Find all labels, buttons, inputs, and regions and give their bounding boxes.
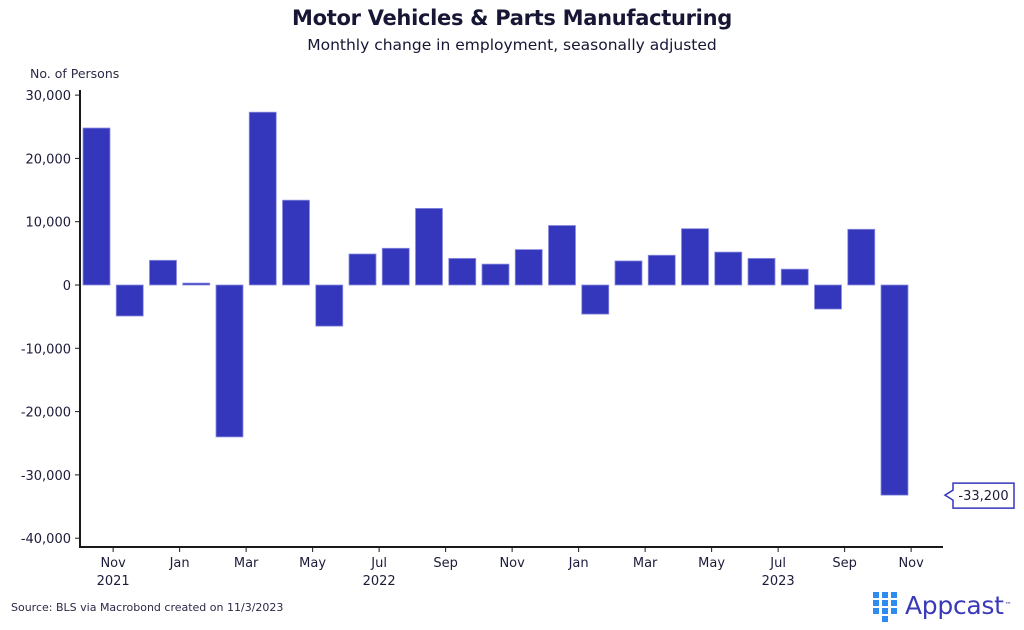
y-tick-label: -20,000 bbox=[21, 406, 71, 421]
callout-text: -33,200 bbox=[958, 489, 1008, 504]
chart-title: Motor Vehicles & Parts Manufacturing bbox=[292, 6, 732, 30]
x-tick-label: Nov bbox=[499, 556, 525, 571]
bar-aug-2023 bbox=[814, 284, 842, 310]
x-tick-label: Jul bbox=[769, 556, 786, 571]
bar-feb-2023 bbox=[614, 260, 643, 286]
bar-oct-2023 bbox=[880, 284, 909, 496]
bars-group bbox=[82, 111, 909, 496]
bar-nov-2022 bbox=[514, 249, 543, 286]
x-axis: Nov 2021 Jan Mar May Jul 2022 Sep Nov Jan Mar May Ju… bbox=[79, 546, 943, 589]
y-tick-label: 10,000 bbox=[26, 216, 72, 231]
bar-mar-2022 bbox=[248, 111, 277, 286]
callout-box bbox=[943, 482, 1015, 509]
bar-sep-2023 bbox=[847, 228, 876, 286]
bar-may-2023 bbox=[714, 251, 743, 286]
source-note: Source: BLS via Macrobond created on 11/… bbox=[11, 601, 284, 614]
x-year-label: 2022 bbox=[363, 574, 396, 589]
x-tick-label: Mar bbox=[234, 556, 259, 571]
bar-jun-2023 bbox=[747, 258, 776, 286]
value-callout: -33,200 bbox=[943, 482, 1015, 509]
x-tick-label: Sep bbox=[433, 556, 458, 571]
x-tick-label: May bbox=[299, 556, 326, 571]
y-tick-label: -10,000 bbox=[21, 342, 71, 357]
chart-subtitle: Monthly change in employment, seasonally… bbox=[307, 36, 717, 54]
appcast-logo: Appcast ™ bbox=[873, 590, 1012, 622]
bar-dec-2021 bbox=[149, 259, 177, 286]
trademark-symbol: ™ bbox=[1004, 601, 1012, 609]
bar-dec-2022 bbox=[548, 225, 576, 286]
bar-aug-2022 bbox=[415, 208, 443, 286]
bar-jan-2022 bbox=[182, 282, 211, 286]
y-axis-label: No. of Persons bbox=[30, 66, 120, 81]
y-tick-label: -30,000 bbox=[21, 469, 71, 484]
bar-feb-2022 bbox=[215, 284, 244, 438]
bar-jul-2023 bbox=[780, 268, 809, 286]
bar-nov-2021 bbox=[115, 284, 144, 317]
y-tick-label: 20,000 bbox=[26, 152, 72, 167]
logo-text: Appcast bbox=[905, 590, 1004, 620]
x-tick-label: Nov bbox=[100, 556, 126, 571]
bar-oct-2021 bbox=[82, 127, 111, 286]
bar-oct-2022 bbox=[481, 263, 510, 286]
x-tick-label: Nov bbox=[898, 556, 924, 571]
logo-grid-icon bbox=[873, 590, 901, 622]
x-year-label: 2023 bbox=[762, 574, 795, 589]
x-tick-label: May bbox=[698, 556, 725, 571]
bar-jan-2023 bbox=[581, 284, 610, 315]
y-tick-label: 0 bbox=[63, 279, 71, 294]
y-tick-label: 30,000 bbox=[26, 89, 72, 104]
x-tick-label: Jul bbox=[370, 556, 387, 571]
bar-apr-2022 bbox=[282, 199, 310, 286]
x-year-label: 2021 bbox=[97, 574, 130, 589]
bar-may-2022 bbox=[315, 284, 344, 327]
y-axis: 30,000 20,000 10,000 0 -10,000 -20,000 -30,000… bbox=[21, 89, 81, 547]
y-tick-label: -40,000 bbox=[21, 532, 71, 547]
x-tick-label: Jan bbox=[169, 556, 190, 571]
x-tick-label: Jan bbox=[568, 556, 589, 571]
bar-jun-2022 bbox=[348, 253, 377, 286]
x-tick-label: Mar bbox=[633, 556, 658, 571]
bar-sep-2022 bbox=[448, 258, 477, 286]
bar-jul-2022 bbox=[381, 247, 410, 286]
bar-mar-2023 bbox=[647, 254, 676, 286]
bar-apr-2023 bbox=[681, 228, 709, 286]
x-tick-label: Sep bbox=[832, 556, 857, 571]
